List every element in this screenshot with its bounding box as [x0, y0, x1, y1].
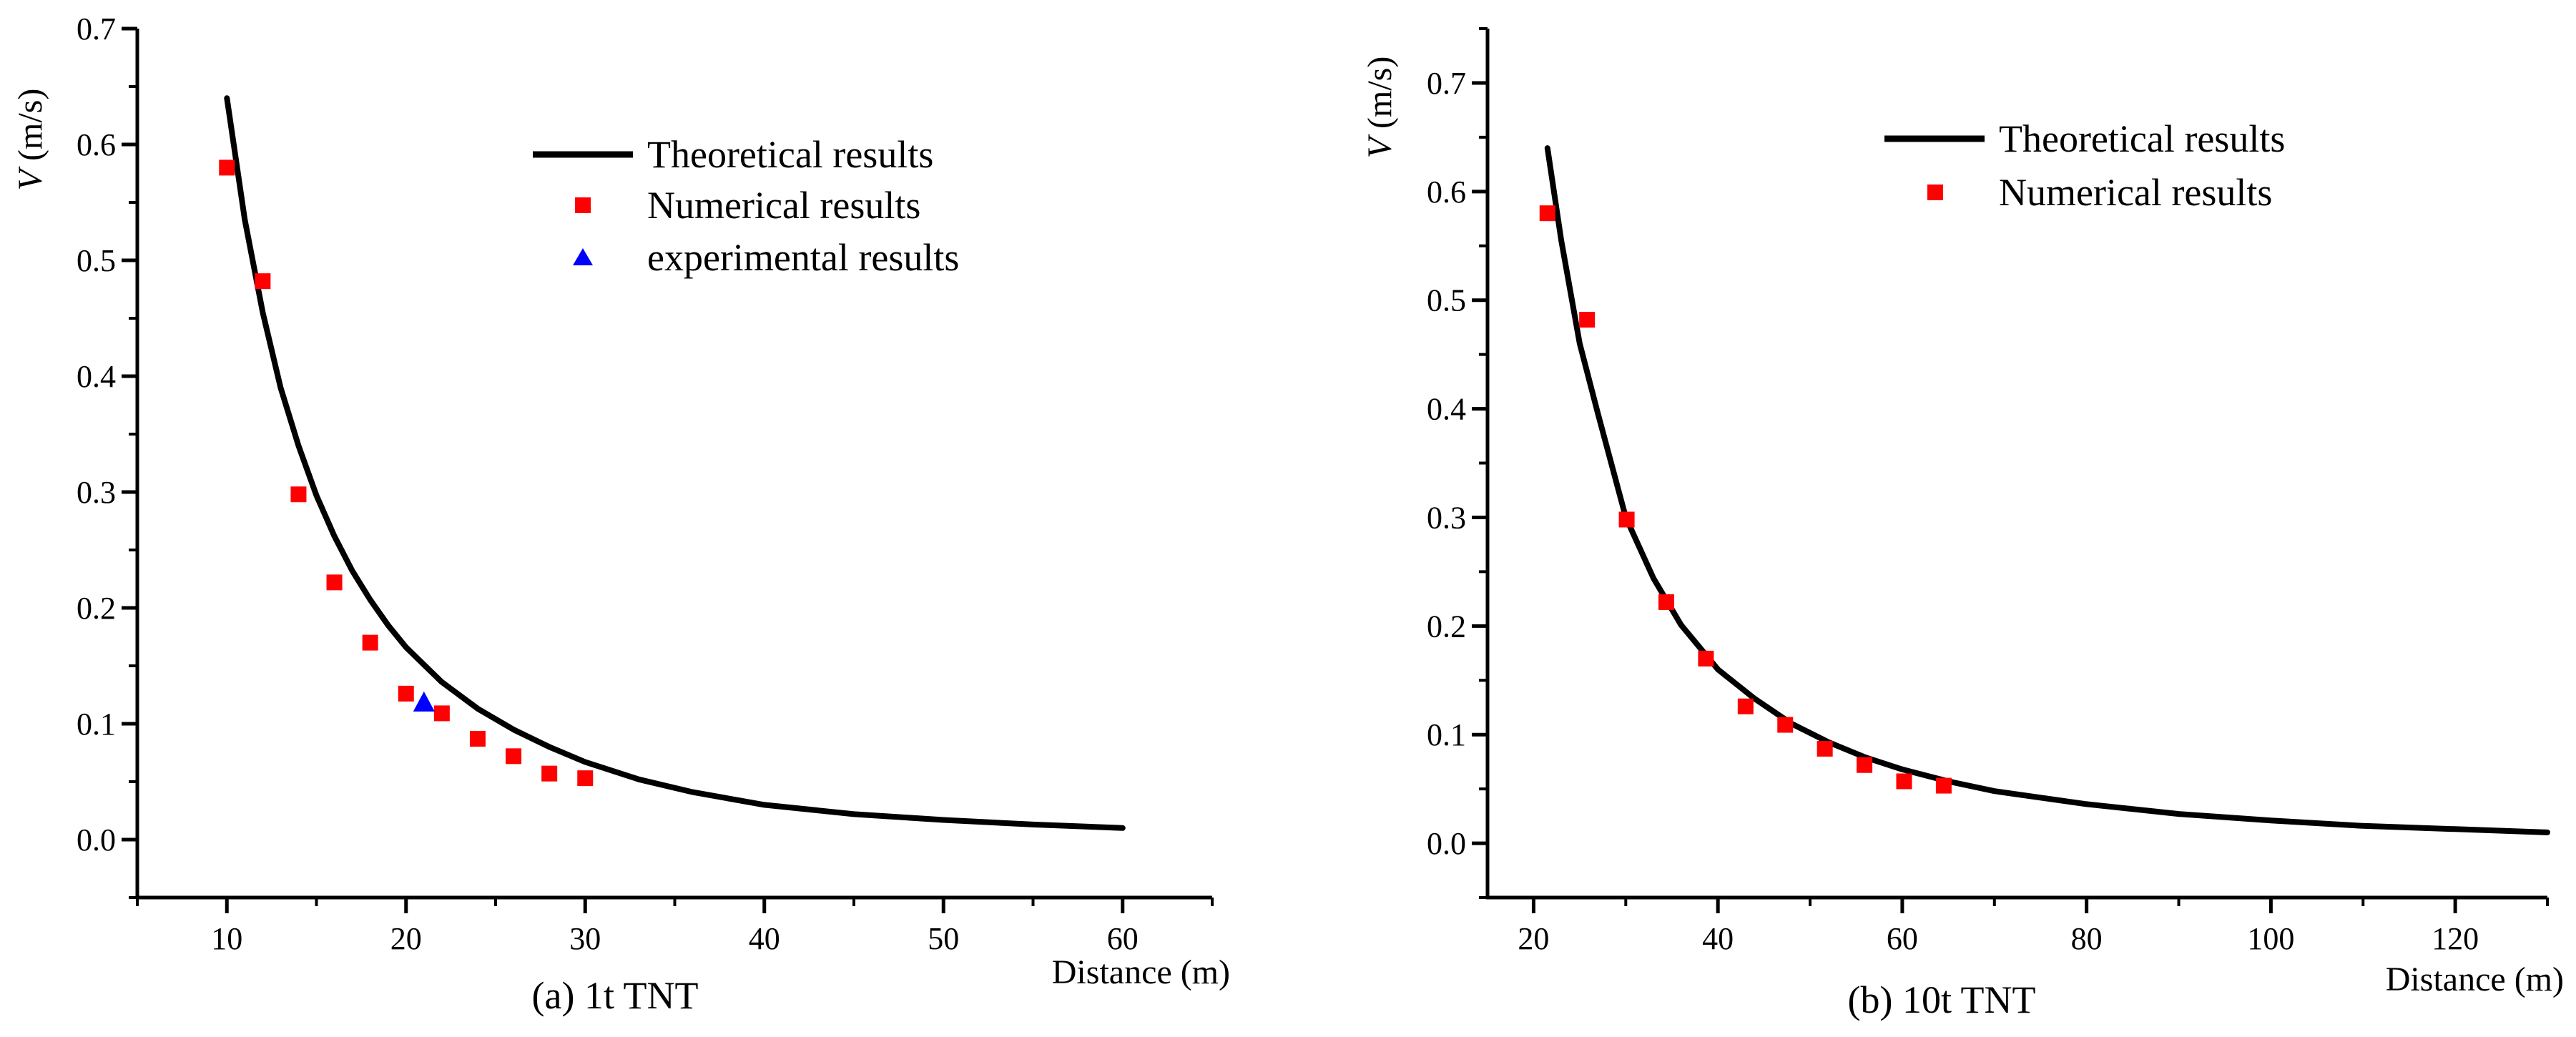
y-tick-label: 0.1: [77, 707, 116, 742]
numerical-point: [326, 574, 343, 591]
numerical-point: [506, 748, 522, 765]
y-tick-label: 0.2: [77, 591, 116, 626]
numerical-point: [1579, 312, 1596, 328]
legend-label: Numerical results: [647, 184, 920, 227]
numerical-point: [398, 685, 414, 702]
y-axis-variable: V: [1361, 134, 1399, 158]
x-tick-label: 60: [1887, 921, 1918, 956]
y-axis-title: V (m/s): [1361, 56, 1399, 159]
numerical-point: [1896, 773, 1912, 790]
legend-label: Theoretical results: [1999, 117, 2285, 160]
chart-caption: (a) 1t TNT: [532, 974, 699, 1017]
numerical-point: [255, 273, 271, 290]
x-tick-label: 30: [569, 921, 601, 956]
chart-panel-a: (a) 1t TNT Distance (m) V (m/s) Theoreti…: [11, 11, 1230, 1017]
y-axis-title: V (m/s): [11, 89, 49, 191]
y-tick-label: 0.4: [1427, 392, 1466, 427]
chart-caption: (b) 10t TNT: [1848, 978, 2036, 1021]
y-tick-label: 0.2: [1427, 609, 1466, 644]
y-tick-label: 0.7: [77, 11, 116, 46]
y-axis-variable: V: [11, 166, 49, 190]
numerical-point: [1857, 757, 1873, 773]
legend: Theoretical results Numerical results: [1884, 117, 2285, 214]
y-axis-unit: (m/s): [11, 89, 49, 169]
numerical-point: [1698, 650, 1714, 667]
x-tick-label: 50: [928, 921, 959, 956]
x-tick-label: 100: [2247, 921, 2294, 956]
y-axis-unit: (m/s): [1361, 56, 1399, 137]
y-tick-label: 0.5: [77, 243, 116, 278]
theoretical-curve: [1544, 145, 2550, 835]
numerical-point: [577, 770, 594, 787]
numerical-point: [1658, 594, 1675, 610]
legend-square-swatch: [1927, 185, 1943, 200]
experimental-point: [413, 691, 435, 712]
numerical-point: [433, 705, 450, 722]
x-tick-label: 120: [2432, 921, 2479, 956]
numerical-point: [1539, 205, 1555, 222]
numerical-point: [1737, 698, 1754, 714]
x-tick-label: 10: [211, 921, 242, 956]
chart-panel-b: (b) 10t TNT Distance (m) V (m/s) Theoret…: [1361, 27, 2564, 1021]
y-tick-label: 0.0: [77, 822, 116, 857]
y-tick-label: 0.3: [1427, 500, 1466, 535]
x-tick-label: 80: [2071, 921, 2103, 956]
legend-square-swatch: [575, 197, 591, 213]
x-tick-label: 40: [749, 921, 780, 956]
theoretical-curve: [224, 95, 1126, 831]
x-tick-label: 40: [1702, 921, 1734, 956]
y-tick-label: 0.3: [77, 475, 116, 510]
numerical-point: [1935, 777, 1952, 794]
legend-triangle-swatch: [573, 248, 593, 265]
numerical-point: [1777, 717, 1794, 733]
y-tick-label: 0.5: [1427, 283, 1466, 318]
legend: Theoretical results Numerical results ex…: [533, 133, 959, 279]
numerical-point: [290, 486, 307, 503]
numerical-point: [541, 765, 558, 782]
x-tick-label: 20: [1518, 921, 1549, 956]
numerical-point: [362, 634, 378, 651]
numerical-point: [219, 159, 235, 176]
numerical-point: [1817, 740, 1833, 757]
numerical-point: [469, 731, 486, 747]
x-axis-title: Distance (m): [1052, 953, 1230, 991]
y-tick-label: 0.4: [77, 359, 116, 394]
y-tick-label: 0.6: [77, 127, 116, 162]
x-axis-title: Distance (m): [2386, 960, 2564, 998]
x-tick-label: 20: [390, 921, 422, 956]
legend-label: Numerical results: [1999, 171, 2272, 214]
legend-label: experimental results: [647, 236, 959, 279]
y-tick-label: 0.1: [1427, 717, 1466, 752]
legend-label: Theoretical results: [647, 133, 933, 176]
x-tick-label: 60: [1107, 921, 1139, 956]
y-tick-label: 0.0: [1427, 826, 1466, 861]
numerical-point: [1618, 511, 1635, 528]
y-tick-label: 0.7: [1427, 66, 1466, 101]
y-tick-label: 0.6: [1427, 175, 1466, 210]
